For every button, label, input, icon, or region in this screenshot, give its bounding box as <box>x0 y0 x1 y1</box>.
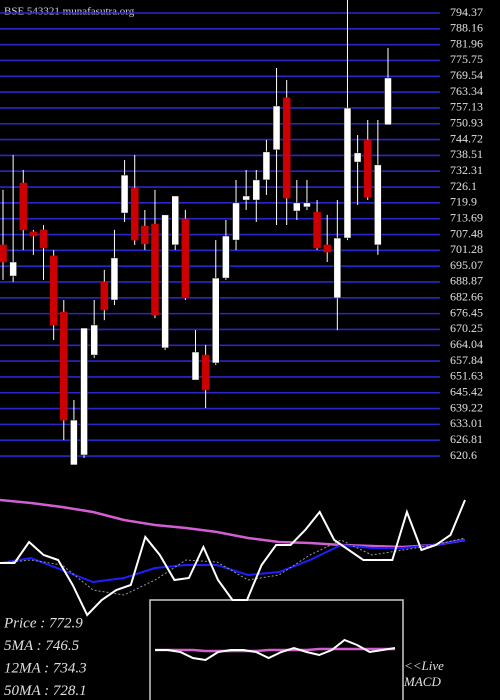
y-tick-label: 633.01 <box>450 416 483 430</box>
candle-body <box>201 354 210 391</box>
candle-body <box>39 229 48 249</box>
y-tick-label: 620.6 <box>450 448 477 462</box>
y-tick-label: 719.9 <box>450 195 477 209</box>
candle-body <box>130 187 139 241</box>
y-tick-label: 775.75 <box>450 52 483 66</box>
candle-body <box>80 327 88 456</box>
y-tick-label: 651.63 <box>450 369 483 383</box>
y-tick-label: 688.87 <box>450 274 483 288</box>
candle-body <box>363 139 372 198</box>
series-line <box>0 537 466 596</box>
y-tick-label: 738.51 <box>450 147 483 161</box>
y-tick-label: 695.07 <box>450 258 483 272</box>
candle-body <box>374 164 382 246</box>
y-tick-label: 732.31 <box>450 163 483 177</box>
candle-body <box>323 244 331 253</box>
candle-body <box>303 202 311 208</box>
candle-body <box>100 281 109 311</box>
candle-body <box>222 235 230 279</box>
candle-body <box>191 351 200 381</box>
y-tick-label: 626.81 <box>450 432 483 446</box>
y-tick-label: 682.66 <box>450 290 483 304</box>
y-tick-label: 670.25 <box>450 321 483 335</box>
y-tick-label: 713.69 <box>450 210 483 224</box>
macd-label: <<Live <box>404 658 444 673</box>
series-line <box>155 647 395 653</box>
candle-body <box>272 105 281 151</box>
series-line <box>0 498 466 549</box>
y-tick-label: 707.48 <box>450 226 483 240</box>
y-tick-label: 664.04 <box>450 337 483 351</box>
candle-body <box>232 202 240 241</box>
y-tick-label: 645.42 <box>450 384 483 398</box>
macd-label: MACD <box>403 674 441 689</box>
candle-body <box>60 311 68 421</box>
candle-body <box>384 77 392 126</box>
y-tick-label: 676.45 <box>450 305 483 319</box>
candle-body <box>242 195 250 201</box>
y-tick-label: 788.16 <box>450 21 483 35</box>
legend-entry: 50MA : 728.1 <box>4 683 87 699</box>
series-line <box>155 638 396 662</box>
candle-body <box>161 214 169 349</box>
y-tick-label: 701.28 <box>450 242 483 256</box>
candle-body <box>313 211 321 249</box>
y-tick-label: 757.13 <box>450 100 483 114</box>
candle-body <box>120 174 129 214</box>
candle-body <box>282 97 291 199</box>
y-tick-label: 769.54 <box>450 68 483 82</box>
series-line <box>0 499 466 617</box>
y-tick-label: 726.1 <box>450 179 477 193</box>
candle-body <box>90 324 98 356</box>
y-tick-label: 657.84 <box>450 353 483 367</box>
y-tick-label: 639.22 <box>450 400 483 414</box>
y-tick-label: 794.37 <box>450 5 483 19</box>
candle-body <box>181 218 190 299</box>
y-tick-label: 763.34 <box>450 84 483 98</box>
candle-body <box>333 237 342 299</box>
candle-body <box>171 195 179 246</box>
chart-title: BSE 543321 munafasutra.org <box>4 6 135 18</box>
candle-body <box>151 223 159 316</box>
y-tick-label: 781.96 <box>450 36 483 50</box>
candle-body <box>70 419 78 466</box>
candle-body <box>19 182 28 231</box>
candle-body <box>141 225 149 245</box>
candle-body <box>343 107 352 239</box>
legend-entry: Price : 772.9 <box>3 615 83 631</box>
candle-body <box>353 152 362 163</box>
candle-body <box>262 151 271 181</box>
macd-frame <box>149 599 404 700</box>
y-tick-label: 744.72 <box>450 131 483 145</box>
y-tick-label: 750.93 <box>450 115 483 129</box>
candle-body <box>9 261 17 277</box>
candle-body <box>252 179 261 201</box>
candle-body <box>29 231 38 237</box>
candle-body <box>0 244 7 263</box>
candle-body <box>212 277 220 364</box>
series-line <box>0 539 466 584</box>
legend-entry: 5MA : 746.5 <box>4 638 80 654</box>
candle-body <box>293 202 301 212</box>
legend-entry: 12MA : 734.3 <box>4 660 87 676</box>
candle-body <box>49 255 58 326</box>
candle-body <box>110 257 119 301</box>
